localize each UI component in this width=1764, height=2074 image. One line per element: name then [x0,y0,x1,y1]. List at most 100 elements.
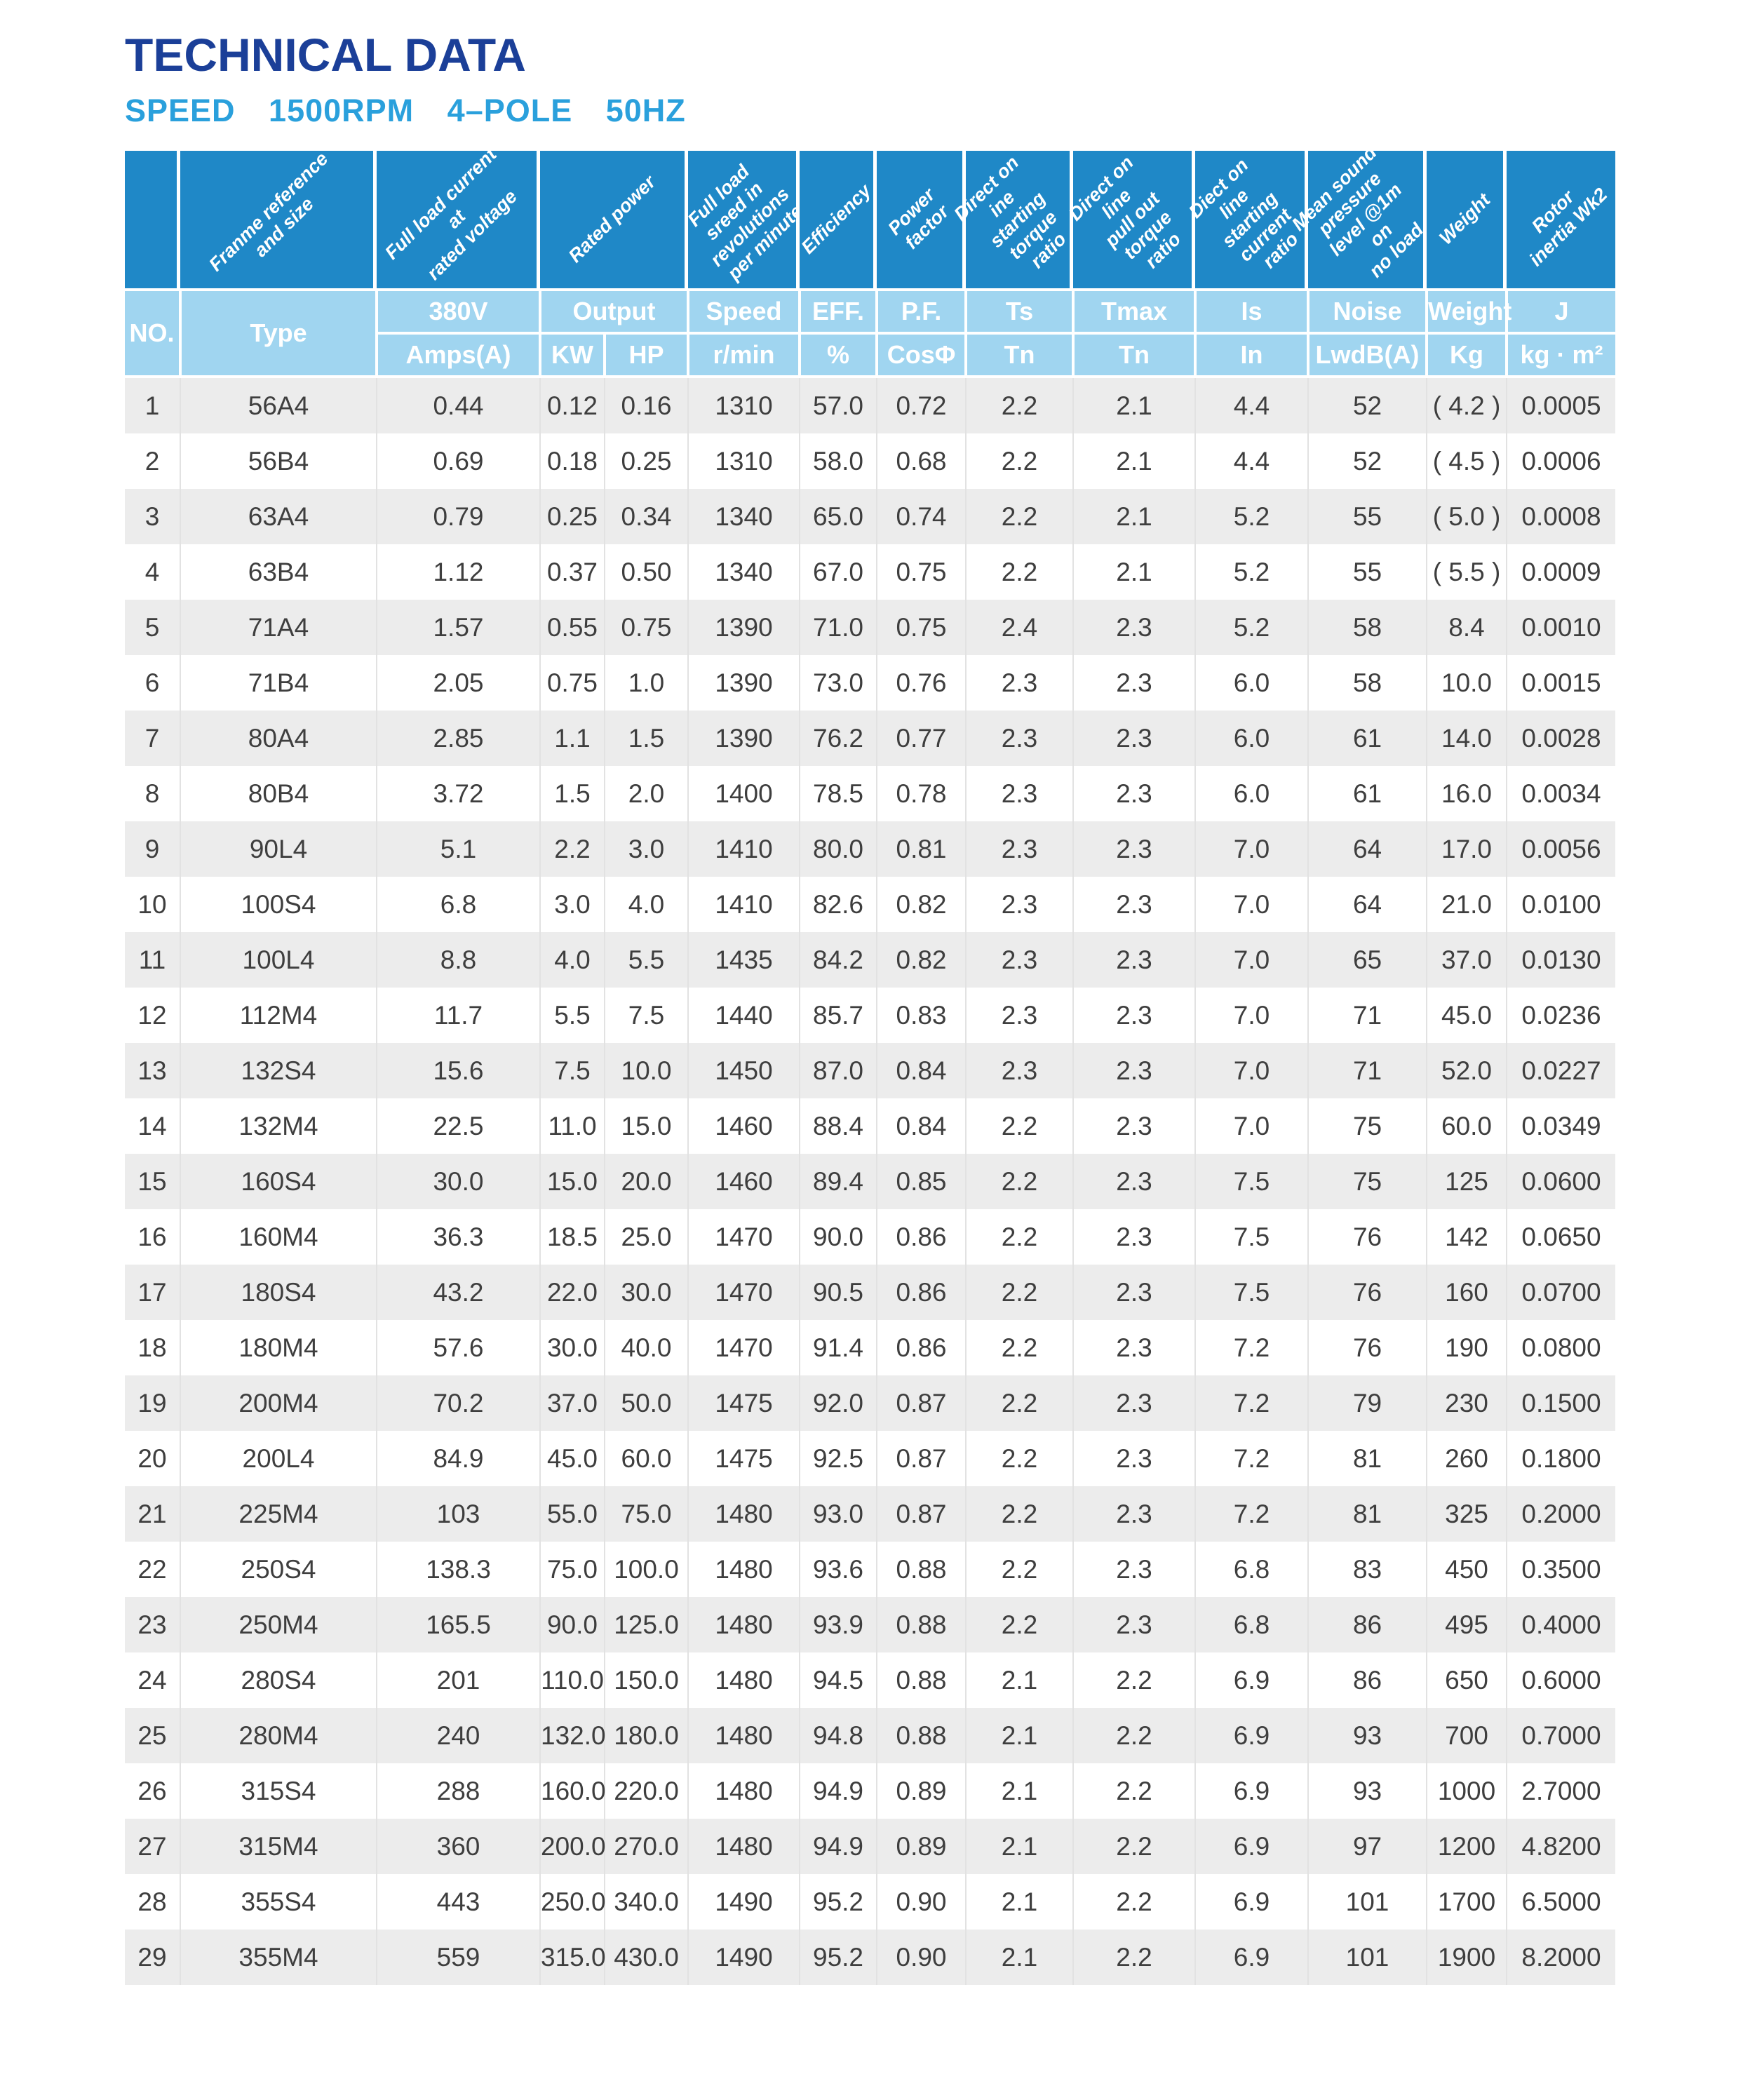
table-cell: 0.7000 [1507,1708,1616,1763]
table-cell: 7.2 [1195,1486,1309,1542]
col-header-cosphi: CosΦ [875,332,968,378]
table-cell: 58.0 [800,433,878,489]
table-cell: 0.83 [877,988,967,1043]
table-row: 17 180S4 43.2 22.0 30.0 1470 90.5 0.86 2.2 2.3 7.5… [125,1265,1616,1320]
table-cell: 2.2 [966,544,1075,600]
table-cell: 90L4 [180,821,377,877]
table-cell: 1475 [688,1375,801,1431]
table-cell: 86 [1308,1597,1428,1652]
rotated-header-frame-reference-label: Franme reference and size [205,151,332,276]
table-cell: 37.0 [1427,932,1508,988]
table-cell: 2.1 [966,1874,1075,1930]
table-cell: 91.4 [800,1320,878,1375]
table-cell: 7.0 [1195,932,1309,988]
table-cell: 64 [1308,821,1428,877]
table-cell: 1 [125,377,181,433]
table-cell: 0.87 [877,1486,967,1542]
table-cell: 0.0034 [1507,766,1616,821]
table-cell: 89.4 [800,1154,878,1209]
table-cell: 0.0650 [1507,1209,1616,1265]
table-cell: 30.0 [377,1154,541,1209]
table-cell: 0.0349 [1507,1098,1616,1154]
table-cell: 0.86 [877,1209,967,1265]
table-cell: 2.1 [966,1708,1075,1763]
table-cell: 2.1 [966,1652,1075,1708]
col-header-noise: Noise [1307,291,1429,335]
table-cell: 0.12 [540,377,605,433]
table-cell: 81 [1308,1486,1428,1542]
table-cell: 64 [1308,877,1428,932]
table-cell: 2.1 [1073,489,1197,544]
table-cell: 17.0 [1427,821,1508,877]
table-cell: 4 [125,544,181,600]
table-cell: 0.55 [540,600,605,655]
rotated-header-rotor-inertia: Rotor inertia Wk2 [1507,151,1615,288]
table-cell: 201 [377,1652,541,1708]
table-row: 14 132M4 22.5 11.0 15.0 1460 88.4 0.84 2.2 2.3 7.0… [125,1098,1616,1154]
table-cell: 250M4 [180,1597,377,1652]
table-cell: 280S4 [180,1652,377,1708]
table-body: 1 56A4 0.44 0.12 0.16 1310 57.0 0.72 2.2 2.1 4.4 52… [125,377,1616,1985]
table-cell: 6.9 [1195,1819,1309,1874]
table-cell: 11 [125,932,181,988]
table-cell: 1390 [688,600,801,655]
rotated-header-rated-power: Rated power [540,151,688,288]
table-cell: 3.0 [540,877,605,932]
table-cell: 15.0 [540,1154,605,1209]
table-row: 22 250S4 138.3 75.0 100.0 1480 93.6 0.88 2.2 2.3 6… [125,1542,1616,1597]
table-cell: 10.0 [605,1043,689,1098]
table-cell: 6.8 [1195,1597,1309,1652]
table-cell: 75.0 [540,1542,605,1597]
table-cell: 0.2000 [1507,1486,1616,1542]
table-cell: 30.0 [540,1320,605,1375]
table-cell: 90.5 [800,1265,878,1320]
table-cell: 150.0 [605,1652,689,1708]
table-cell: 0.82 [877,932,967,988]
table-cell: 5.5 [540,988,605,1043]
subheader-row-1: NO. Type 380V Output Speed EFF. P.F. Ts … [125,291,1616,378]
table-cell: 2.3 [1073,1597,1197,1652]
table-cell: 90.0 [800,1209,878,1265]
table-cell: 2.3 [1073,655,1197,711]
table-cell: 26 [125,1763,181,1819]
col-header-kw: KW [539,332,606,378]
rotated-header-band: Franme reference and size Full load curre… [125,151,1615,288]
table-cell: 5 [125,600,181,655]
table-cell: 0.90 [877,1874,967,1930]
table-cell: 0.1800 [1507,1431,1616,1486]
table-cell: 2.7000 [1507,1763,1616,1819]
table-cell: 56A4 [180,377,377,433]
table-cell: 1470 [688,1265,801,1320]
table-cell: 2.3 [1073,600,1197,655]
col-header-ts: Ts [964,291,1075,335]
table-cell: 2.3 [966,766,1075,821]
table-cell: 1460 [688,1154,801,1209]
table-cell: 1.5 [605,711,689,766]
table-cell: 1310 [688,377,801,433]
col-header-j: J [1505,291,1616,335]
col-header-tn1: Tn [964,332,1075,378]
table-cell: 7.2 [1195,1431,1309,1486]
table-cell: 86 [1308,1652,1428,1708]
table-cell: 7.0 [1195,877,1309,932]
table-cell: 43.2 [377,1265,541,1320]
table-cell: 0.74 [877,489,967,544]
subheader-row-2: Amps(A) KW HP r/min % CosΦ Tn Tn In LwdB… [125,332,1616,378]
table-cell: 2.3 [1073,766,1197,821]
table-cell: 24 [125,1652,181,1708]
col-header-380v: 380V [375,291,541,335]
table-cell: 7 [125,711,181,766]
table-cell: 0.0006 [1507,433,1616,489]
col-header-tn2: Tn [1072,332,1197,378]
table-cell: 2.3 [1073,1375,1197,1431]
table-cell: 1310 [688,433,801,489]
table-cell: 94.8 [800,1708,878,1763]
table-cell: 14 [125,1098,181,1154]
table-cell: 450 [1427,1542,1508,1597]
table-cell: 0.0009 [1507,544,1616,600]
table-cell: 2.2 [1073,1930,1197,1985]
table-cell: 71.0 [800,600,878,655]
table-row: 26 315S4 288 160.0 220.0 1480 94.9 0.89 2.1 2.2 6.… [125,1763,1616,1819]
table-cell: 8.4 [1427,600,1508,655]
table-cell: 103 [377,1486,541,1542]
